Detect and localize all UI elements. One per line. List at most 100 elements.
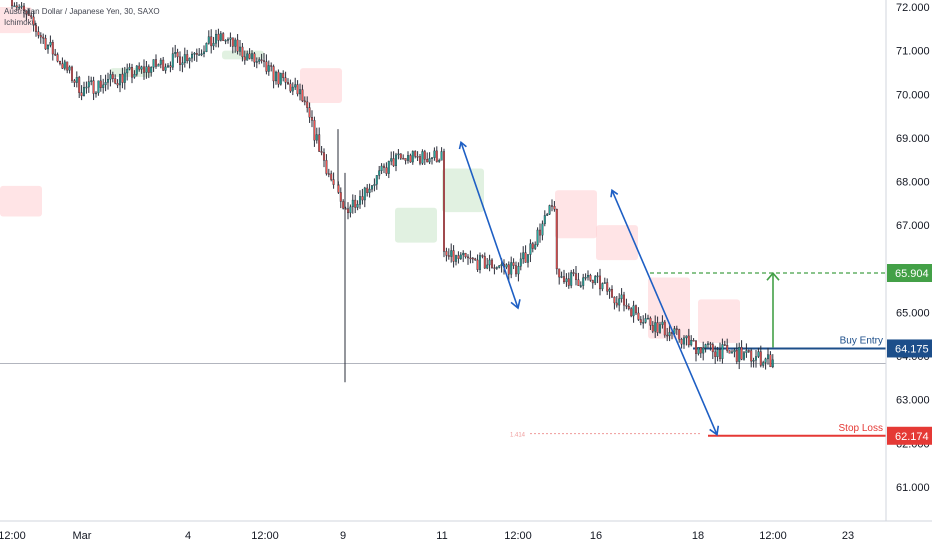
cloud-segment-9 [596, 225, 638, 261]
candle-body-299 [728, 350, 731, 354]
candle-body-58 [147, 66, 150, 73]
candle-body-67 [169, 65, 172, 68]
candle-body-92 [229, 37, 232, 40]
entry-price-tag-bg [887, 339, 932, 358]
candle-body-2 [13, 5, 16, 8]
candle-body-46 [118, 73, 121, 86]
cloud-segment-7 [0, 185, 42, 217]
candle-body-235 [575, 273, 578, 280]
candle-body-291 [709, 343, 712, 345]
candle-body-231 [565, 278, 568, 283]
candle-body-141 [349, 206, 352, 214]
candle-body-162 [399, 153, 402, 159]
candle-body-144 [356, 204, 359, 208]
candle-body-237 [579, 285, 582, 287]
x-tick-label: 12:00 [504, 530, 532, 542]
candle-body-109 [270, 65, 273, 67]
stop-loss-label: Stop Loss [839, 423, 883, 434]
y-tick-label: 71.000 [896, 46, 930, 58]
candle-body-198 [486, 264, 489, 269]
candle-body-91 [226, 39, 229, 41]
candle-body-204 [500, 264, 503, 266]
candle-body-80 [200, 53, 203, 55]
candle-body-148 [366, 187, 369, 193]
x-tick-label: 12:00 [251, 530, 279, 542]
candle-body-133 [327, 173, 330, 175]
candle-body-69 [174, 52, 177, 54]
candle-body-68 [171, 53, 174, 68]
candle-body-140 [347, 208, 350, 214]
candle-body-41 [106, 79, 109, 83]
candle-body-98 [243, 56, 246, 61]
candle-body-244 [596, 275, 599, 278]
down-arrow-1-head [510, 299, 521, 310]
down-arrow-1-tail [458, 140, 467, 150]
candle-body-202 [495, 267, 498, 269]
candle-body-165 [407, 155, 410, 161]
candle-body-166 [409, 155, 412, 163]
candle-body-6 [23, 5, 26, 12]
candle-body-224 [548, 205, 551, 215]
candle-body-147 [363, 187, 366, 201]
y-tick-label: 65.000 [896, 307, 930, 319]
candle-body-170 [419, 156, 422, 164]
candle-body-203 [498, 265, 501, 268]
candle-body-132 [325, 160, 328, 174]
candle-body-305 [743, 352, 746, 360]
candle-body-279 [680, 339, 683, 345]
candle-body-196 [481, 255, 484, 257]
candle-body-94 [234, 39, 237, 47]
candle-body-127 [313, 120, 316, 141]
candle-body-263 [642, 322, 645, 324]
candle-body-77 [193, 53, 196, 55]
candle-body-36 [94, 92, 97, 95]
candle-body-137 [339, 192, 342, 202]
fib-ratio-label: 1.414 [510, 433, 526, 439]
candle-body-13 [39, 35, 42, 38]
candle-body-280 [683, 337, 686, 345]
candle-body-216 [529, 243, 532, 255]
candle-body-85 [212, 42, 215, 47]
candle-body-193 [474, 258, 477, 261]
candle-body-175 [431, 157, 434, 159]
x-tick-label: 18 [692, 530, 704, 542]
levels-group [530, 272, 886, 437]
candle-body-296 [721, 344, 724, 359]
target-price-tag-text: 65.904 [895, 268, 929, 280]
candle-body-177 [435, 150, 438, 162]
candle-body-176 [433, 150, 436, 158]
candle-body-142 [351, 199, 354, 208]
candle-body-167 [411, 151, 414, 163]
candle-body-179 [440, 151, 443, 161]
candle-body-247 [603, 282, 606, 284]
candle-body-249 [608, 289, 611, 292]
candle-body-188 [462, 252, 465, 256]
candle-body-125 [308, 107, 311, 118]
candle-body-23 [63, 61, 66, 69]
candle-body-3 [15, 5, 18, 8]
candle-body-16 [47, 45, 50, 50]
candle-body-225 [551, 205, 554, 207]
candle-body-122 [301, 89, 304, 102]
candle-body-81 [202, 51, 205, 54]
candle-body-180 [443, 151, 446, 252]
buy-entry-label: Buy Entry [840, 335, 883, 346]
candle-body-243 [594, 276, 597, 284]
candle-body-53 [135, 65, 138, 75]
candle-body-56 [142, 66, 145, 73]
candle-body-20 [56, 54, 59, 62]
candle-body-130 [320, 151, 323, 153]
candle-body-308 [750, 350, 753, 362]
candle-body-284 [692, 339, 695, 342]
target-price-tag-bg [887, 264, 932, 283]
candle-body-1 [10, 0, 13, 7]
candle-body-32 [85, 86, 88, 89]
candle-body-233 [570, 272, 573, 286]
candle-body-281 [685, 335, 688, 339]
candle-body-207 [507, 264, 510, 275]
candle-body-312 [759, 351, 762, 366]
candle-body-186 [457, 255, 460, 259]
candle-body-51 [130, 67, 133, 78]
x-tick-label: 23 [842, 530, 854, 542]
cloud-segment-8 [555, 190, 597, 239]
